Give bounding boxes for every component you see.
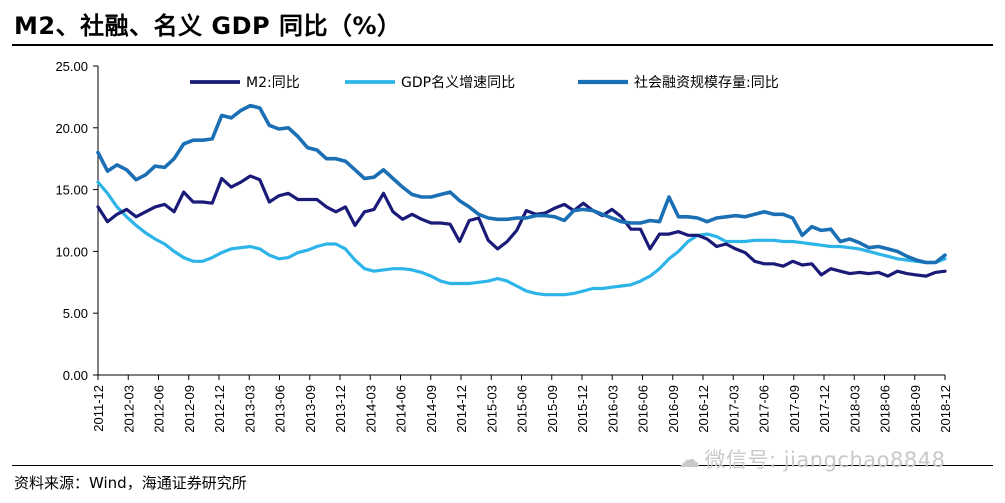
x-tick-label: 2015-06 [515,385,530,433]
x-tick-label: 2018-09 [908,385,923,433]
x-tick-label: 2015-09 [545,385,560,433]
y-tick-label: 0.00 [63,368,88,383]
y-tick-label: 5.00 [63,306,88,321]
y-axis: 0.00 5.00 10.00 15.00 20.00 25.00 [55,59,99,383]
x-tick-label: 2013-03 [242,385,257,433]
page-title: M2、社融、名义 GDP 同比（%） [14,12,402,40]
x-tick-label: 2013-06 [273,385,288,433]
watermark-text: 微信号: jiangchao8848 [704,448,946,472]
x-tick-label: 2016-12 [696,385,711,433]
series-line-1 [96,174,947,278]
x-tick-label: 2016-06 [636,385,651,433]
x-tick-label: 2016-09 [666,385,681,433]
x-tick-label: 2013-12 [333,385,348,433]
legend-label-1: M2:同比 [246,75,300,91]
x-tick-label: 2016-03 [605,385,620,433]
x-tick-label: 2013-09 [303,385,318,433]
source-note: 资料来源：Wind，海通证券研究所 [14,474,247,492]
footer-divider [12,465,993,466]
x-tick-label: 2014-03 [363,385,378,433]
series-line-3 [96,103,947,265]
x-tick-label: 2017-03 [726,385,741,433]
x-tick-label: 2018-12 [938,385,953,433]
x-tick-label: 2014-09 [424,385,439,433]
wechat-icon: ☁ [678,448,701,473]
chart-series [96,103,947,297]
x-tick-label: 2012-12 [212,385,227,433]
line-chart: M2:同比 GDP名义增速同比 社会融资规模存量:同比 0.00 5.00 10.00 1… [55,59,953,433]
x-tick-label: 2018-06 [878,385,893,433]
y-tick-label: 15.00 [55,183,88,198]
x-axis: 2011-12 2012-03 2012-06 2012-09 2012-12 2013-… [91,374,953,433]
x-tick-label: 2014-06 [394,385,409,433]
x-tick-label: 2017-09 [787,385,802,433]
y-tick-label: 20.00 [55,121,88,136]
title-divider [12,44,993,46]
y-tick-label: 25.00 [55,59,88,74]
x-tick-label: 2014-12 [454,385,469,433]
x-tick-label: 2015-03 [484,385,499,433]
x-tick-label: 2017-06 [757,385,772,433]
legend-label-3: 社会融资规模存量:同比 [634,75,779,91]
x-tick-label: 2018-03 [847,385,862,433]
x-tick-label: 2012-06 [152,385,167,433]
watermark: ☁ 微信号: jiangchao8848 [678,444,945,474]
legend-label-2: GDP名义增速同比 [401,75,515,91]
x-tick-label: 2011-12 [91,385,106,432]
x-tick-label: 2015-12 [575,385,590,433]
series-line-2 [96,180,947,297]
x-tick-label: 2017-12 [817,385,832,433]
y-tick-label: 10.00 [55,244,88,259]
chart-legend: M2:同比 GDP名义增速同比 社会融资规模存量:同比 [190,75,779,91]
x-tick-label: 2012-03 [121,385,136,433]
x-tick-label: 2012-09 [182,385,197,433]
